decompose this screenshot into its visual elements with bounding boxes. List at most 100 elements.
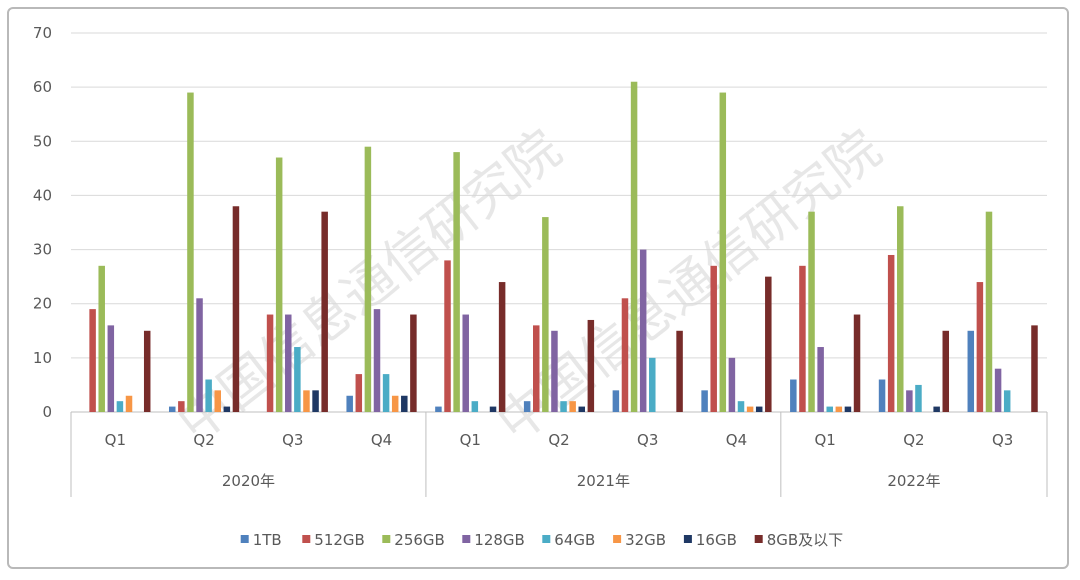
bar-64GB xyxy=(471,401,479,412)
bar-32GB xyxy=(835,406,843,412)
x-year-label: 2020年 xyxy=(222,472,275,490)
legend-label: 256GB xyxy=(394,531,445,549)
bar-128GB xyxy=(462,314,469,412)
y-tick-label: 30 xyxy=(33,241,52,259)
bar-1TB xyxy=(523,401,531,412)
bar-8GB及以下 xyxy=(232,206,240,412)
bar-128GB xyxy=(551,330,558,412)
bar-512GB xyxy=(621,298,629,412)
bar-64GB xyxy=(382,374,390,412)
x-category-label: Q1 xyxy=(460,431,481,449)
y-tick-label: 40 xyxy=(33,186,52,204)
bar-8GB及以下 xyxy=(498,282,506,412)
bar-8GB及以下 xyxy=(143,330,151,412)
bar-128GB xyxy=(906,390,913,412)
legend-label: 32GB xyxy=(625,531,666,549)
bar-32GB xyxy=(125,395,133,412)
x-category-label: Q1 xyxy=(815,431,836,449)
legend-swatch xyxy=(302,535,311,543)
bar-8GB及以下 xyxy=(853,314,861,412)
bar-512GB xyxy=(710,265,717,412)
x-category-label: Q2 xyxy=(548,431,569,449)
bar-64GB xyxy=(560,401,567,412)
bar-1TB xyxy=(790,379,797,412)
bar-16GB xyxy=(223,406,231,412)
bar-256GB xyxy=(719,92,727,413)
legend-swatch xyxy=(240,535,249,543)
bar-512GB xyxy=(178,401,185,412)
bar-16GB xyxy=(401,395,408,412)
bar-16GB xyxy=(312,390,319,412)
bar-1TB xyxy=(701,390,708,412)
legend-swatch xyxy=(382,535,391,543)
bar-512GB xyxy=(799,265,806,412)
bar-256GB xyxy=(364,146,372,412)
y-tick-label: 60 xyxy=(33,78,52,96)
bar-32GB xyxy=(569,401,576,412)
bar-16GB xyxy=(578,406,585,412)
x-category-label: Q3 xyxy=(992,431,1013,449)
x-category-label: Q2 xyxy=(193,431,214,449)
bar-8GB及以下 xyxy=(676,330,683,412)
legend-swatch xyxy=(754,535,763,543)
bar-512GB xyxy=(355,374,363,412)
bar-8GB及以下 xyxy=(587,319,595,412)
y-tick-label: 50 xyxy=(33,132,52,150)
y-tick-label: 10 xyxy=(33,349,52,367)
bar-256GB xyxy=(808,211,815,412)
legend-label: 8GB及以下 xyxy=(767,531,843,549)
bar-32GB xyxy=(391,395,399,412)
legend-swatch xyxy=(613,535,622,543)
x-category-label: Q4 xyxy=(726,431,747,449)
bar-512GB xyxy=(976,282,984,412)
bar-128GB xyxy=(285,314,292,412)
bar-512GB xyxy=(533,325,540,412)
y-tick-label: 20 xyxy=(33,295,52,313)
bar-1TB xyxy=(967,330,975,412)
bar-256GB xyxy=(542,217,549,412)
y-tick-label: 0 xyxy=(42,403,52,421)
bar-8GB及以下 xyxy=(321,211,328,412)
bar-128GB xyxy=(817,347,824,412)
bar-128GB xyxy=(107,325,115,412)
bar-64GB xyxy=(915,384,922,412)
legend-swatch xyxy=(462,535,471,543)
x-category-label: Q3 xyxy=(282,431,303,449)
bar-512GB xyxy=(444,260,451,412)
x-year-label: 2021年 xyxy=(577,472,630,490)
legend-label: 512GB xyxy=(314,531,365,549)
bar-64GB xyxy=(1003,390,1011,412)
bar-32GB xyxy=(303,390,310,412)
bar-64GB xyxy=(649,357,656,412)
x-category-label: Q1 xyxy=(105,431,126,449)
bar-128GB xyxy=(994,368,1002,412)
x-category-label: Q3 xyxy=(637,431,658,449)
bar-8GB及以下 xyxy=(410,314,417,412)
bar-64GB xyxy=(737,401,745,412)
bar-8GB及以下 xyxy=(942,330,950,412)
legend-label: 64GB xyxy=(554,531,595,549)
bar-512GB xyxy=(89,309,96,412)
bar-128GB xyxy=(196,298,203,412)
bar-64GB xyxy=(116,401,124,412)
x-year-label: 2022年 xyxy=(887,472,940,490)
bar-1TB xyxy=(168,406,176,412)
legend-label: 1TB xyxy=(253,531,282,549)
bar-256GB xyxy=(630,81,638,412)
bar-16GB xyxy=(489,406,497,412)
bar-256GB xyxy=(275,157,283,412)
bar-256GB xyxy=(98,265,105,412)
legend-swatch xyxy=(542,535,551,543)
bar-16GB xyxy=(933,406,940,412)
bar-128GB xyxy=(639,249,647,412)
bar-64GB xyxy=(826,406,833,412)
bar-128GB xyxy=(373,309,381,412)
legend-swatch xyxy=(683,535,692,543)
bar-64GB xyxy=(294,347,301,412)
bar-16GB xyxy=(844,406,852,412)
bar-256GB xyxy=(187,92,194,413)
x-category-label: Q2 xyxy=(903,431,924,449)
bar-1TB xyxy=(346,395,353,412)
bar-1TB xyxy=(878,379,886,412)
